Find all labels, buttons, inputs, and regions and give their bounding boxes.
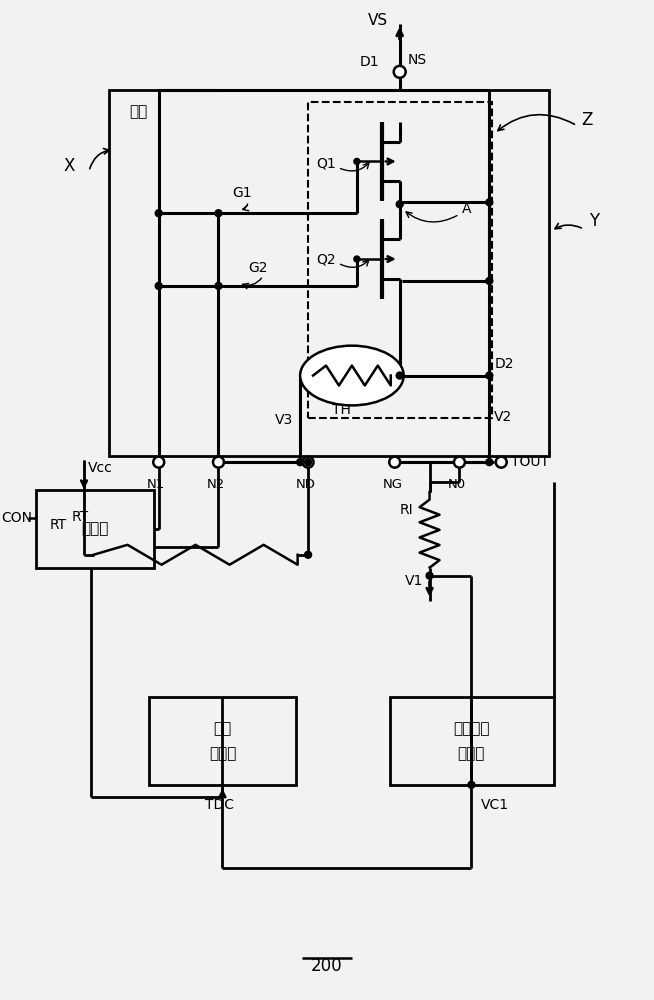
Text: 200: 200 [311, 957, 343, 975]
Text: V2: V2 [494, 410, 513, 424]
Text: TOUT: TOUT [511, 455, 549, 469]
Text: A: A [462, 202, 471, 216]
Circle shape [305, 551, 311, 558]
Text: 基板: 基板 [129, 104, 147, 119]
Circle shape [213, 457, 224, 468]
Text: 温度: 温度 [213, 722, 232, 737]
Circle shape [389, 457, 400, 468]
Text: TDC: TDC [205, 798, 233, 812]
Text: NG: NG [383, 478, 403, 491]
Circle shape [486, 199, 493, 206]
Text: N0: N0 [447, 478, 466, 491]
Text: G2: G2 [249, 261, 268, 275]
Circle shape [297, 459, 303, 466]
Circle shape [354, 256, 360, 262]
Circle shape [468, 781, 475, 788]
Circle shape [486, 459, 493, 466]
Text: Q1: Q1 [316, 156, 336, 170]
Text: ND: ND [296, 478, 316, 491]
Text: V3: V3 [275, 413, 294, 427]
Text: N2: N2 [207, 478, 225, 491]
Text: V1: V1 [405, 574, 423, 588]
Circle shape [396, 201, 403, 208]
Circle shape [486, 277, 493, 284]
Circle shape [354, 158, 360, 164]
Text: D1: D1 [360, 55, 379, 69]
Circle shape [155, 282, 162, 289]
Circle shape [155, 459, 162, 466]
Bar [148, 697, 296, 785]
Text: RT: RT [49, 518, 66, 532]
Text: CON: CON [1, 511, 33, 525]
Text: 检测部: 检测部 [209, 746, 236, 761]
Circle shape [426, 572, 433, 579]
Bar [109, 90, 549, 456]
Text: RT: RT [72, 510, 89, 524]
Bar [36, 490, 154, 568]
Circle shape [394, 66, 405, 78]
Text: VS: VS [368, 13, 388, 28]
Text: Q2: Q2 [316, 252, 336, 266]
Text: Z: Z [581, 111, 593, 129]
Text: 第一电压: 第一电压 [453, 722, 490, 737]
Text: Vcc: Vcc [88, 461, 112, 475]
Circle shape [486, 372, 493, 379]
Bar [308, 102, 492, 418]
Text: TH: TH [332, 403, 351, 417]
Circle shape [305, 459, 311, 466]
Circle shape [153, 457, 164, 468]
Text: N1: N1 [146, 478, 165, 491]
Text: G1: G1 [232, 186, 252, 200]
Text: Y: Y [589, 212, 599, 230]
Circle shape [303, 457, 313, 468]
Text: 控制部: 控制部 [81, 521, 109, 536]
Circle shape [454, 457, 465, 468]
Text: NS: NS [407, 53, 427, 67]
Ellipse shape [300, 346, 404, 405]
Text: 检测部: 检测部 [458, 746, 485, 761]
Circle shape [396, 372, 403, 379]
Circle shape [155, 210, 162, 217]
Text: D2: D2 [494, 357, 514, 371]
Text: X: X [63, 157, 75, 175]
Circle shape [215, 459, 222, 466]
Text: VC1: VC1 [481, 798, 509, 812]
Circle shape [496, 457, 507, 468]
Circle shape [215, 282, 222, 289]
Bar [390, 697, 554, 785]
Text: RI: RI [400, 503, 413, 517]
Circle shape [215, 210, 222, 217]
